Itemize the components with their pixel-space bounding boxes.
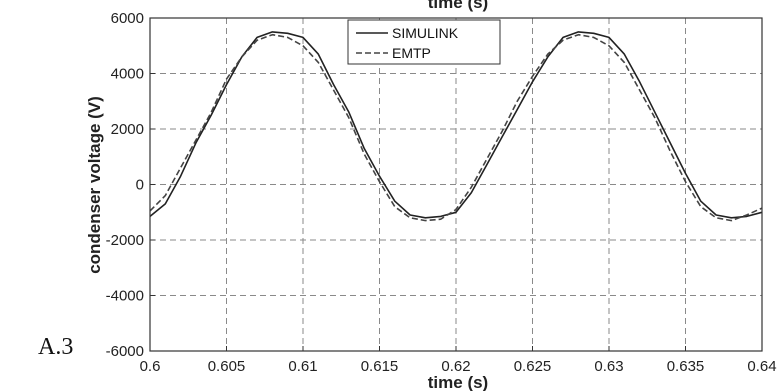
y-tick-label: 4000: [111, 66, 144, 83]
legend-label-simulink: SIMULINK: [392, 25, 459, 41]
y-tick-label: -4000: [106, 288, 144, 305]
y-tick-label: -2000: [106, 232, 144, 249]
y-tick-labels: 6000 4000 2000 0 -2000 -4000 -6000: [106, 10, 144, 360]
x-tick-label: 0.6: [140, 358, 161, 375]
axes: [149, 17, 763, 352]
y-tick-label: 6000: [111, 10, 144, 27]
legend: SIMULINK EMTP: [347, 19, 501, 65]
series-line-simulink: [149, 31, 763, 219]
x-tick-label: 0.62: [441, 358, 470, 375]
legend-label-emtp: EMTP: [392, 45, 431, 61]
series-line-emtp: [149, 33, 763, 222]
x-tick-labels: 0.6 0.605 0.61 0.615 0.62 0.625 0.63 0.635 0.64: [140, 358, 777, 375]
y-tick-label: 2000: [111, 121, 144, 138]
y-tick-label: 0: [136, 177, 144, 194]
x-tick-label: 0.64: [747, 358, 776, 375]
x-axis-label: time (s): [428, 373, 488, 391]
grid-lines: [150, 18, 762, 351]
cut-top-label: time (s): [428, 0, 488, 12]
x-tick-label: 0.635: [667, 358, 705, 375]
panel-label: A.3: [38, 334, 74, 360]
x-tick-label: 0.625: [514, 358, 552, 375]
series-layer: [149, 31, 763, 222]
legend-box: [347, 19, 501, 65]
x-tick-label: 0.605: [208, 358, 246, 375]
x-tick-label: 0.61: [288, 358, 317, 375]
x-tick-label: 0.615: [361, 358, 399, 375]
y-axis-label: condenser voltage (V): [85, 96, 104, 274]
x-tick-label: 0.63: [594, 358, 623, 375]
y-tick-label: -6000: [106, 343, 144, 360]
